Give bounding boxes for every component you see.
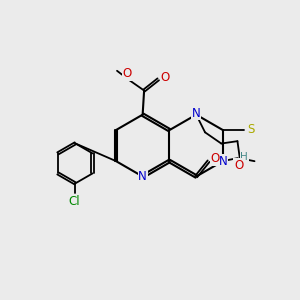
Text: Cl: Cl: [69, 195, 80, 208]
Text: O: O: [234, 159, 243, 172]
Text: S: S: [247, 123, 255, 136]
Text: N: N: [219, 154, 227, 167]
Text: H: H: [240, 152, 248, 162]
Text: O: O: [210, 152, 220, 165]
Text: N: N: [138, 170, 147, 183]
Text: O: O: [122, 67, 132, 80]
Text: N: N: [192, 107, 201, 120]
Text: O: O: [160, 71, 169, 84]
